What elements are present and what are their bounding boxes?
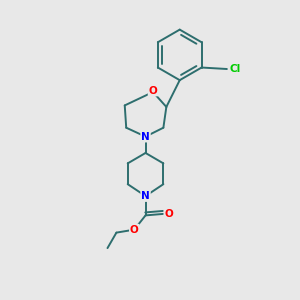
Text: Cl: Cl [230, 64, 241, 74]
Text: O: O [164, 209, 173, 219]
Text: N: N [141, 132, 150, 142]
Text: O: O [130, 225, 139, 235]
Text: O: O [148, 85, 157, 96]
Text: N: N [141, 191, 150, 201]
